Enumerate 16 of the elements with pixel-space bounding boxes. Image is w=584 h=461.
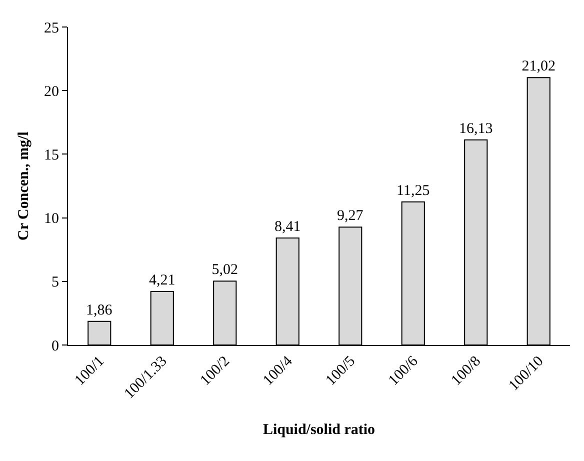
y-tick-label: 15 — [44, 147, 59, 164]
x-axis-title: Liquid/solid ratio — [262, 422, 376, 438]
data-label: 11,25 — [396, 182, 430, 199]
y-tick-label: 25 — [44, 20, 59, 36]
data-label: 21,02 — [522, 58, 556, 75]
y-tick-label: 10 — [44, 211, 59, 228]
data-label: 5,02 — [212, 262, 238, 278]
y-tick-label: 20 — [44, 84, 59, 100]
y-axis-title: Cr Concen., mg/l — [16, 132, 32, 240]
y-tick-label: 5 — [52, 274, 59, 291]
data-label: 4,21 — [149, 272, 176, 288]
data-label: 8,41 — [274, 219, 301, 236]
y-tick-label: 0 — [52, 338, 59, 354]
data-label: 1,86 — [86, 302, 113, 318]
data-label: 9,27 — [337, 208, 364, 224]
data-label: 16,13 — [459, 120, 493, 137]
